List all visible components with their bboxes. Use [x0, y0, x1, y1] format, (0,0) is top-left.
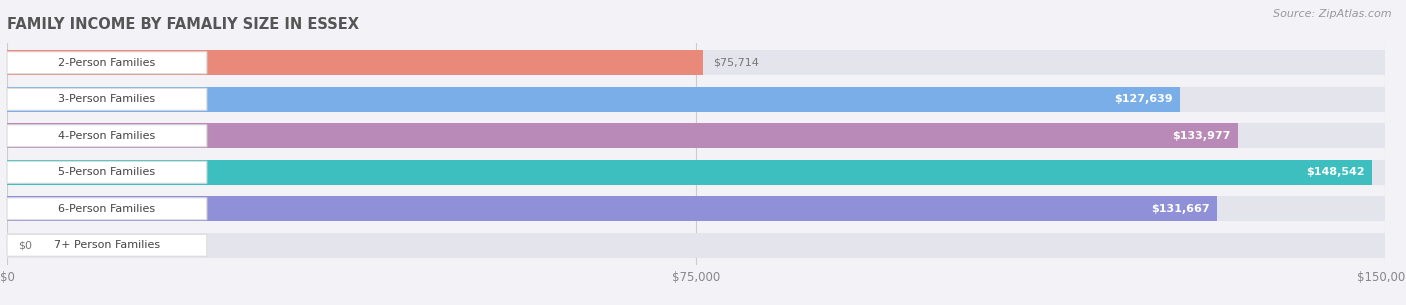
Bar: [7, 196, 1216, 221]
Bar: [7, 50, 1385, 75]
Text: FAMILY INCOME BY FAMALIY SIZE IN ESSEX: FAMILY INCOME BY FAMALIY SIZE IN ESSEX: [7, 17, 359, 32]
Text: 4-Person Families: 4-Person Families: [58, 131, 156, 141]
Text: 3-Person Families: 3-Person Families: [59, 94, 156, 104]
Bar: [7, 160, 1385, 185]
Text: $131,667: $131,667: [1152, 204, 1209, 214]
Text: Source: ZipAtlas.com: Source: ZipAtlas.com: [1274, 9, 1392, 19]
FancyBboxPatch shape: [7, 88, 207, 110]
FancyBboxPatch shape: [7, 198, 207, 220]
Text: 5-Person Families: 5-Person Families: [59, 167, 156, 177]
Text: $127,639: $127,639: [1114, 94, 1173, 104]
Text: $0: $0: [18, 240, 32, 250]
Bar: [7, 87, 1180, 112]
Text: $75,714: $75,714: [714, 58, 759, 68]
Bar: [7, 233, 1385, 258]
FancyBboxPatch shape: [7, 52, 207, 74]
Text: 6-Person Families: 6-Person Families: [59, 204, 156, 214]
Text: 7+ Person Families: 7+ Person Families: [53, 240, 160, 250]
Bar: [7, 123, 1385, 148]
Text: $148,542: $148,542: [1306, 167, 1365, 177]
Text: $133,977: $133,977: [1173, 131, 1230, 141]
FancyBboxPatch shape: [7, 125, 207, 147]
Bar: [7, 123, 1237, 148]
Bar: [7, 87, 1385, 112]
Bar: [7, 50, 703, 75]
Bar: [7, 196, 1385, 221]
FancyBboxPatch shape: [7, 161, 207, 183]
FancyBboxPatch shape: [7, 234, 207, 256]
Bar: [7, 160, 1371, 185]
Text: 2-Person Families: 2-Person Families: [58, 58, 156, 68]
